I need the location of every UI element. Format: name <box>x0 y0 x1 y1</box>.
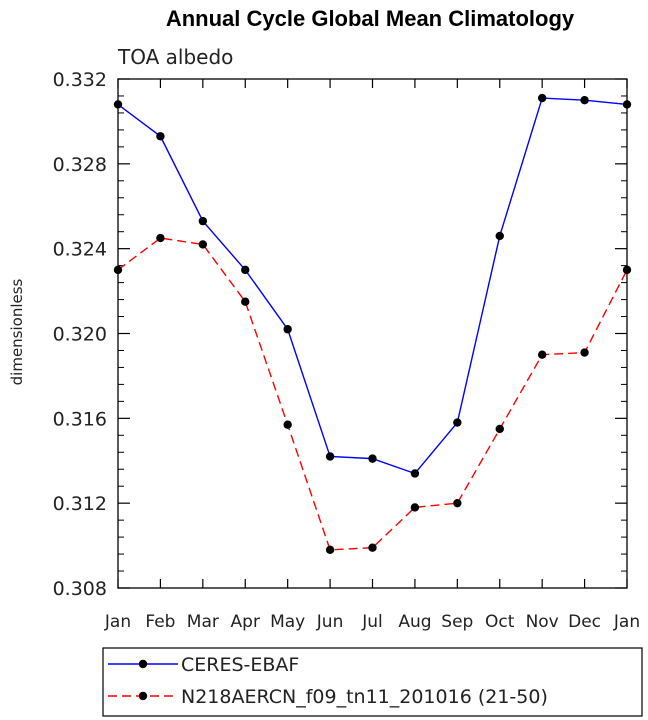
series-2-point <box>580 348 589 357</box>
series-1-point <box>325 452 335 461</box>
x-tick-label: Feb <box>145 612 175 632</box>
legend-label-1: CERES-EBAF <box>181 654 299 676</box>
y-tick-label: 0.332 <box>53 69 107 91</box>
y-axis-label: dimensionless <box>8 278 26 385</box>
y-tick-label: 0.312 <box>53 493 107 515</box>
x-tick-labels: Jan Feb Mar Apr May Jun Jul Aug Sep Oct Nov Dec Jan <box>104 612 640 632</box>
x-tick-label: Jan <box>613 612 640 632</box>
plot-frame <box>117 78 628 589</box>
x-tick-label: Mar <box>187 612 219 632</box>
y-tick-label: 0.324 <box>53 239 107 261</box>
series-1-point <box>622 100 632 109</box>
legend-marker-1 <box>138 659 148 669</box>
y-tick-label: 0.328 <box>53 154 107 176</box>
y-tick-label: 0.316 <box>53 408 107 430</box>
legend: CERES-EBAF N218AERCN_f09_tn11_201016 (21-… <box>102 647 643 717</box>
x-tick-label: Dec <box>568 612 601 632</box>
series-2-point <box>410 503 420 512</box>
y-tick-label: 0.320 <box>53 324 107 346</box>
x-tick-label: Nov <box>526 612 559 632</box>
series-2-point <box>495 424 504 434</box>
y-tick-label: 0.308 <box>53 578 107 600</box>
x-tick-label: Jul <box>361 612 383 632</box>
chart-title: Annual Cycle Global Mean Climatology <box>166 6 575 31</box>
x-tick-label: Apr <box>231 612 260 632</box>
series-1-point <box>368 454 377 463</box>
series-2-point <box>283 420 292 429</box>
series-line-2 <box>117 237 628 551</box>
chart-subtitle: TOA albedo <box>117 45 233 69</box>
series-2-point <box>113 265 123 275</box>
legend-marker-2 <box>138 691 148 701</box>
series-1-point <box>410 469 420 478</box>
series-2-point <box>198 240 208 249</box>
series-1-point <box>537 93 547 103</box>
x-tick-label: Aug <box>398 612 431 632</box>
x-tick-label: Oct <box>485 612 515 632</box>
series-layer <box>113 93 632 555</box>
series-1-point <box>113 100 123 109</box>
series-2-point <box>622 265 632 275</box>
series-2-point <box>325 545 335 555</box>
x-tick-label: Jun <box>316 612 344 632</box>
series-2-point <box>241 297 250 306</box>
y-tick-labels: 0.308 0.312 0.316 0.320 0.324 0.328 0.332 <box>53 69 107 600</box>
axis-ticks <box>117 78 628 589</box>
series-2-point <box>368 543 377 552</box>
x-tick-label: Jan <box>104 612 131 632</box>
legend-box <box>102 647 643 717</box>
x-tick-label: Sep <box>441 612 473 632</box>
series-1-point <box>198 216 208 226</box>
series-2-point <box>537 350 547 359</box>
series-1-point <box>495 231 504 241</box>
series-2-point <box>156 233 165 243</box>
series-2-point <box>453 498 462 508</box>
series-1-point <box>283 325 292 334</box>
series-1-point <box>453 418 462 427</box>
series-1-point <box>156 132 165 141</box>
series-1-point <box>241 265 250 275</box>
series-1-point <box>580 96 589 105</box>
legend-label-2: N218AERCN_f09_tn11_201016 (21-50) <box>181 686 548 708</box>
x-tick-label: May <box>270 612 305 632</box>
series-line-1 <box>117 97 628 475</box>
